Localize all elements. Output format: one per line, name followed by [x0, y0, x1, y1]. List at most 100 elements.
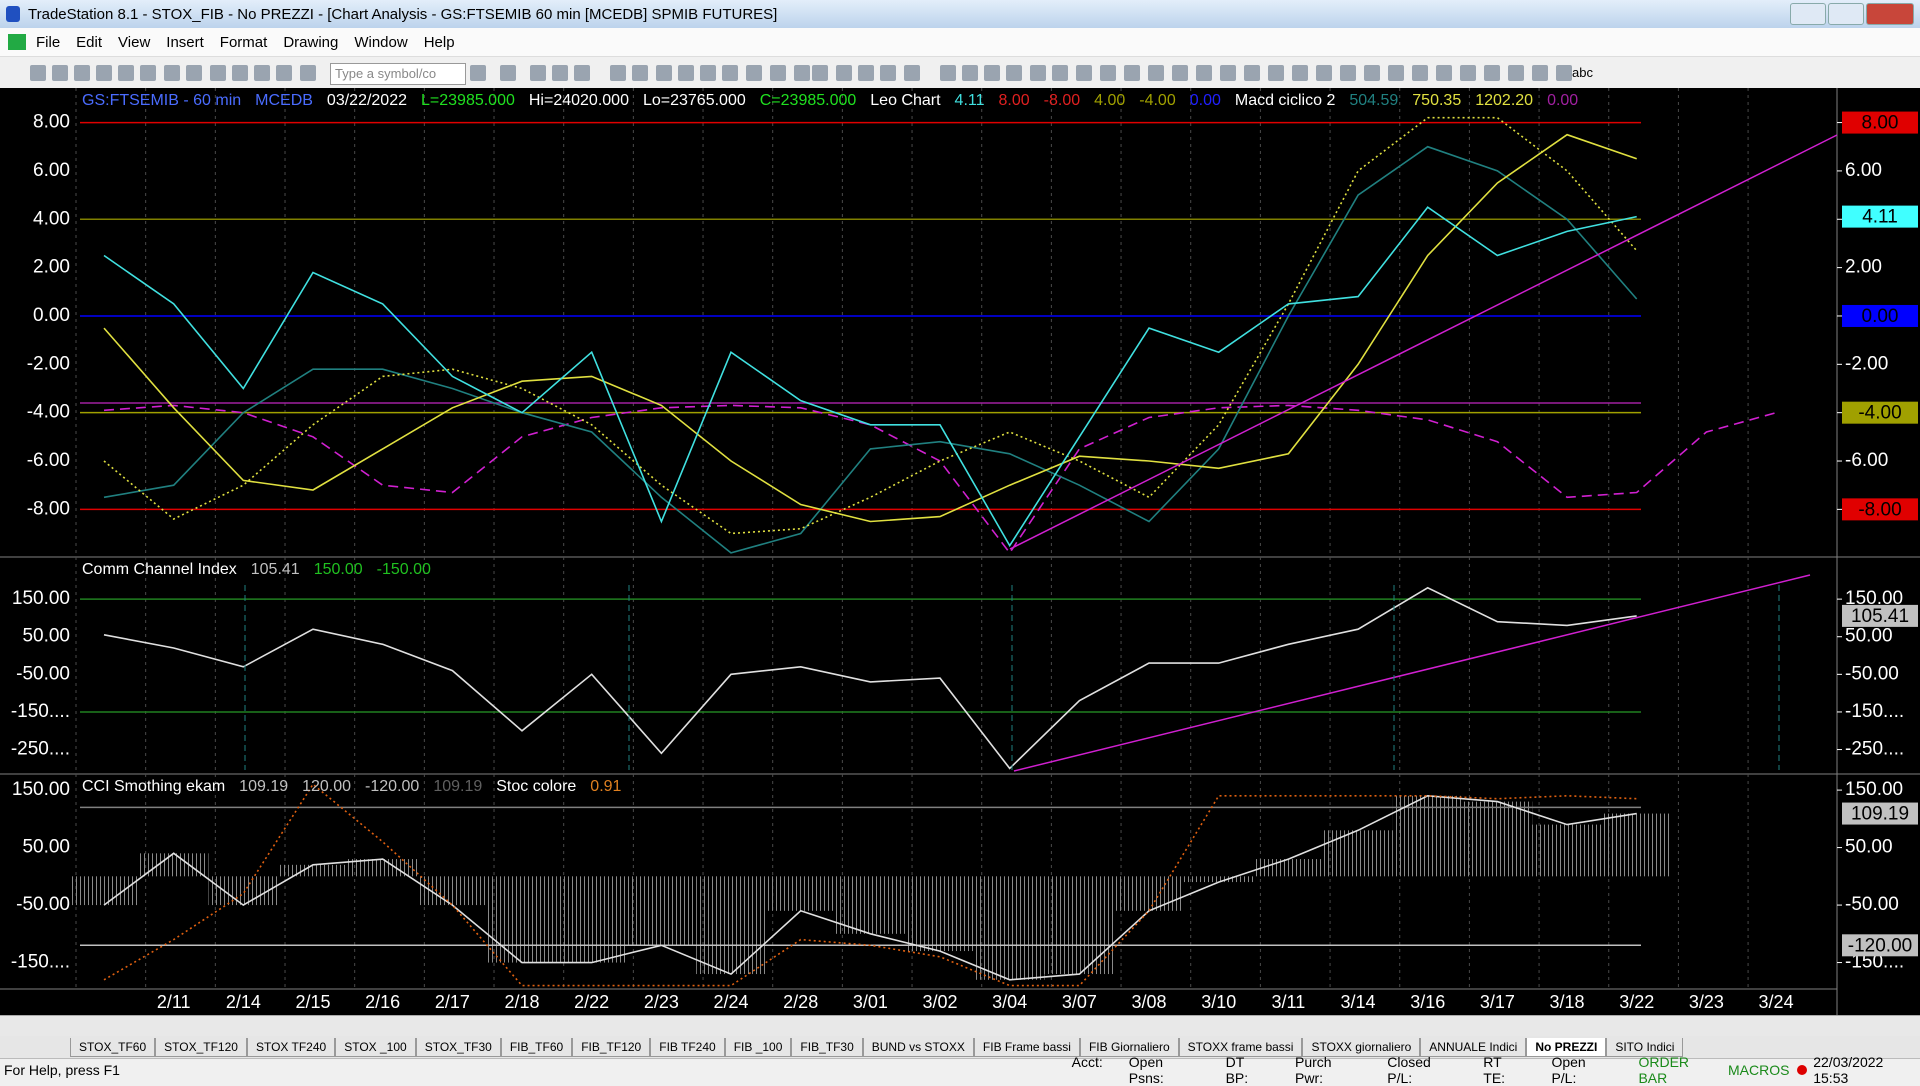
- toolbar-button[interactable]: [186, 65, 202, 81]
- tab[interactable]: STOX_TF60: [70, 1037, 156, 1057]
- tab[interactable]: No PREZZI: [1526, 1037, 1607, 1057]
- toolbar-button[interactable]: [610, 65, 626, 81]
- toolbar-button[interactable]: [1196, 65, 1212, 81]
- toolbar-button[interactable]: [1052, 65, 1068, 81]
- toolbar-button[interactable]: [164, 65, 180, 81]
- toolbar-button[interactable]: [276, 65, 292, 81]
- x-tick-label: 2/18: [504, 992, 539, 1012]
- y-tick-label: -50.00: [16, 663, 70, 684]
- toolbar-button[interactable]: [904, 65, 920, 81]
- toolbar-button[interactable]: [96, 65, 112, 81]
- toolbar-button[interactable]: [1508, 65, 1524, 81]
- menu-item[interactable]: File: [36, 33, 61, 51]
- toolbar-button[interactable]: [746, 65, 762, 81]
- tab[interactable]: STOX_TF30: [415, 1037, 501, 1057]
- toolbar-button[interactable]: [552, 65, 568, 81]
- histogram-bar: [1601, 813, 1672, 877]
- toolbar-button[interactable]: [770, 65, 786, 81]
- toolbar-button[interactable]: [1030, 65, 1046, 81]
- toolbar-button[interactable]: [1460, 65, 1476, 81]
- toolbar-button[interactable]: [1484, 65, 1500, 81]
- tab[interactable]: FIB Frame bassi: [973, 1037, 1080, 1057]
- menu-item[interactable]: Help: [423, 33, 455, 51]
- y-tick-label: -8.00: [27, 498, 70, 519]
- toolbar-button[interactable]: [1268, 65, 1284, 81]
- toolbar-button[interactable]: [940, 65, 956, 81]
- tab[interactable]: FIB TF240: [650, 1037, 725, 1057]
- tab[interactable]: STOX TF240: [246, 1037, 336, 1057]
- symbol-input[interactable]: Type a symbol/co: [330, 63, 466, 85]
- toolbar-button[interactable]: [1076, 65, 1092, 81]
- tab[interactable]: FIB _100: [724, 1037, 792, 1057]
- toolbar-button[interactable]: [1364, 65, 1380, 81]
- tab[interactable]: FIB_TF120: [572, 1037, 651, 1057]
- toolbar-button[interactable]: [656, 65, 672, 81]
- toolbar-button[interactable]: [210, 65, 226, 81]
- tab[interactable]: STOXX giornaliero: [1302, 1037, 1421, 1057]
- menu-item[interactable]: Edit: [76, 33, 103, 51]
- toolbar-button[interactable]: [500, 65, 516, 81]
- toolbar-button[interactable]: [1532, 65, 1548, 81]
- toolbar-button[interactable]: [1412, 65, 1428, 81]
- toolbar-button[interactable]: [574, 65, 590, 81]
- toolbar-button[interactable]: [1244, 65, 1260, 81]
- toolbar-button[interactable]: [530, 65, 546, 81]
- toolbar-button[interactable]: [794, 65, 810, 81]
- tab[interactable]: FIB_TF60: [500, 1037, 573, 1057]
- toolbar-button[interactable]: [700, 65, 716, 81]
- toolbar-button[interactable]: [300, 65, 316, 81]
- toolbar-button[interactable]: [632, 65, 648, 81]
- menu-item[interactable]: Insert: [166, 33, 204, 51]
- toolbar-button[interactable]: [1172, 65, 1188, 81]
- toolbar-button[interactable]: [880, 65, 896, 81]
- toolbar-button[interactable]: [52, 65, 68, 81]
- menu-item[interactable]: Format: [219, 33, 268, 51]
- tab[interactable]: STOX _100: [335, 1037, 416, 1057]
- toolbar-button[interactable]: [118, 65, 134, 81]
- toolbar-button[interactable]: [858, 65, 874, 81]
- toolbar-button[interactable]: [254, 65, 270, 81]
- horizontal-scrollbar[interactable]: [0, 1015, 1920, 1037]
- toolbar-button[interactable]: [1100, 65, 1116, 81]
- macros[interactable]: MACROS: [1727, 1062, 1790, 1078]
- close-button[interactable]: [1866, 3, 1914, 25]
- text-tool[interactable]: abc: [1572, 65, 1593, 80]
- toolbar-button[interactable]: [836, 65, 852, 81]
- toolbar-button[interactable]: [30, 65, 46, 81]
- maximize-button[interactable]: [1828, 3, 1864, 25]
- tab[interactable]: SITO Indici: [1606, 1037, 1684, 1057]
- toolbar-button[interactable]: [678, 65, 694, 81]
- tab[interactable]: BUND vs STOXX: [862, 1037, 974, 1057]
- toolbar-button[interactable]: [962, 65, 978, 81]
- tab[interactable]: STOX_TF120: [155, 1037, 247, 1057]
- tab[interactable]: FIB Giornaliero: [1079, 1037, 1179, 1057]
- toolbar-button[interactable]: [470, 65, 486, 81]
- toolbar-button[interactable]: [140, 65, 156, 81]
- toolbar-button[interactable]: [984, 65, 1000, 81]
- toolbar-button[interactable]: [1316, 65, 1332, 81]
- menu-item[interactable]: Drawing: [283, 33, 339, 51]
- toolbar-button[interactable]: [74, 65, 90, 81]
- toolbar-button[interactable]: [1388, 65, 1404, 81]
- menu-item[interactable]: View: [118, 33, 151, 51]
- toolbar-button[interactable]: [232, 65, 248, 81]
- toolbar-button[interactable]: [812, 65, 828, 81]
- toolbar-button[interactable]: [1006, 65, 1022, 81]
- minimize-button[interactable]: [1790, 3, 1826, 25]
- toolbar-button[interactable]: [1556, 65, 1572, 81]
- order-bar[interactable]: ORDER BAR: [1638, 1054, 1690, 1086]
- menu-item[interactable]: Window: [354, 33, 408, 51]
- y-tick-label: 6.00: [33, 160, 70, 181]
- toolbar-button[interactable]: [722, 65, 738, 81]
- toolbar-button[interactable]: [1292, 65, 1308, 81]
- tab[interactable]: FIB_TF30: [791, 1037, 863, 1057]
- value-box-label: 109.19: [1851, 804, 1909, 825]
- tab[interactable]: ANNUALE Indici: [1420, 1037, 1527, 1057]
- toolbar-button[interactable]: [1220, 65, 1236, 81]
- tab[interactable]: STOXX frame bassi: [1178, 1037, 1303, 1057]
- toolbar-button[interactable]: [1148, 65, 1164, 81]
- toolbar-button[interactable]: [1340, 65, 1356, 81]
- toolbar-button[interactable]: [1436, 65, 1452, 81]
- toolbar-button[interactable]: [1124, 65, 1140, 81]
- x-tick-label: 3/11: [1272, 992, 1306, 1012]
